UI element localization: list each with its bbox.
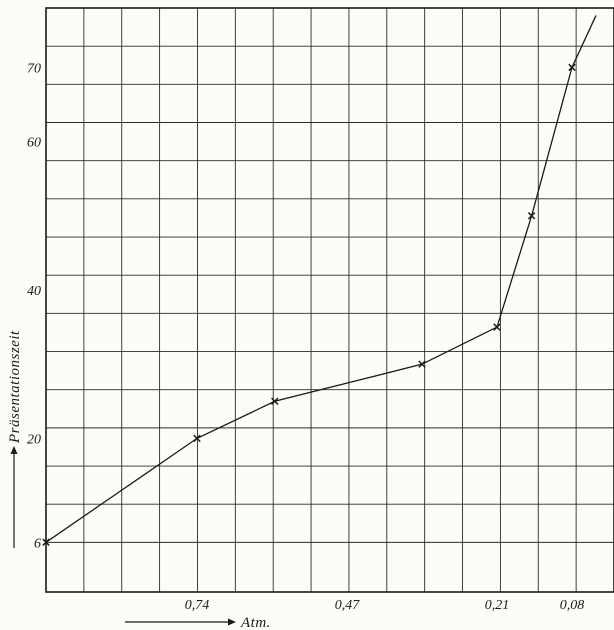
y-tick-label: 6 <box>34 536 41 551</box>
y-tick-label: 40 <box>27 284 41 299</box>
plot-frame <box>45 7 614 593</box>
x-tick-label: 0,74 <box>185 598 210 613</box>
y-tick-label: 20 <box>27 432 41 447</box>
data-point-marker <box>493 323 501 331</box>
data-point-marker <box>527 212 536 220</box>
y-tick-labels: 6 20 40 60 70 <box>27 61 41 551</box>
series-curve-layer <box>45 15 597 543</box>
y-tick-label: 70 <box>27 61 41 76</box>
x-tick-labels: 0,74 0,47 0,21 0,08 <box>185 598 585 613</box>
y-axis-title: Präsentationszeit <box>7 330 23 444</box>
data-markers <box>42 63 576 547</box>
y-axis-arrowhead <box>10 446 18 454</box>
y-tick-label: 60 <box>27 136 41 151</box>
x-axis-title: Atm. <box>240 615 271 630</box>
x-axis-arrowhead <box>228 618 236 626</box>
data-point-marker <box>42 538 50 547</box>
data-point-marker <box>271 397 279 406</box>
data-point-marker <box>418 360 426 368</box>
x-tick-label: 0,08 <box>560 598 585 613</box>
x-tick-label: 0,47 <box>335 598 361 613</box>
data-point-marker <box>568 63 576 72</box>
x-tick-label: 0,21 <box>485 598 510 613</box>
chart-grid <box>46 8 614 592</box>
series-line <box>45 15 597 543</box>
data-point-marker <box>193 434 201 443</box>
